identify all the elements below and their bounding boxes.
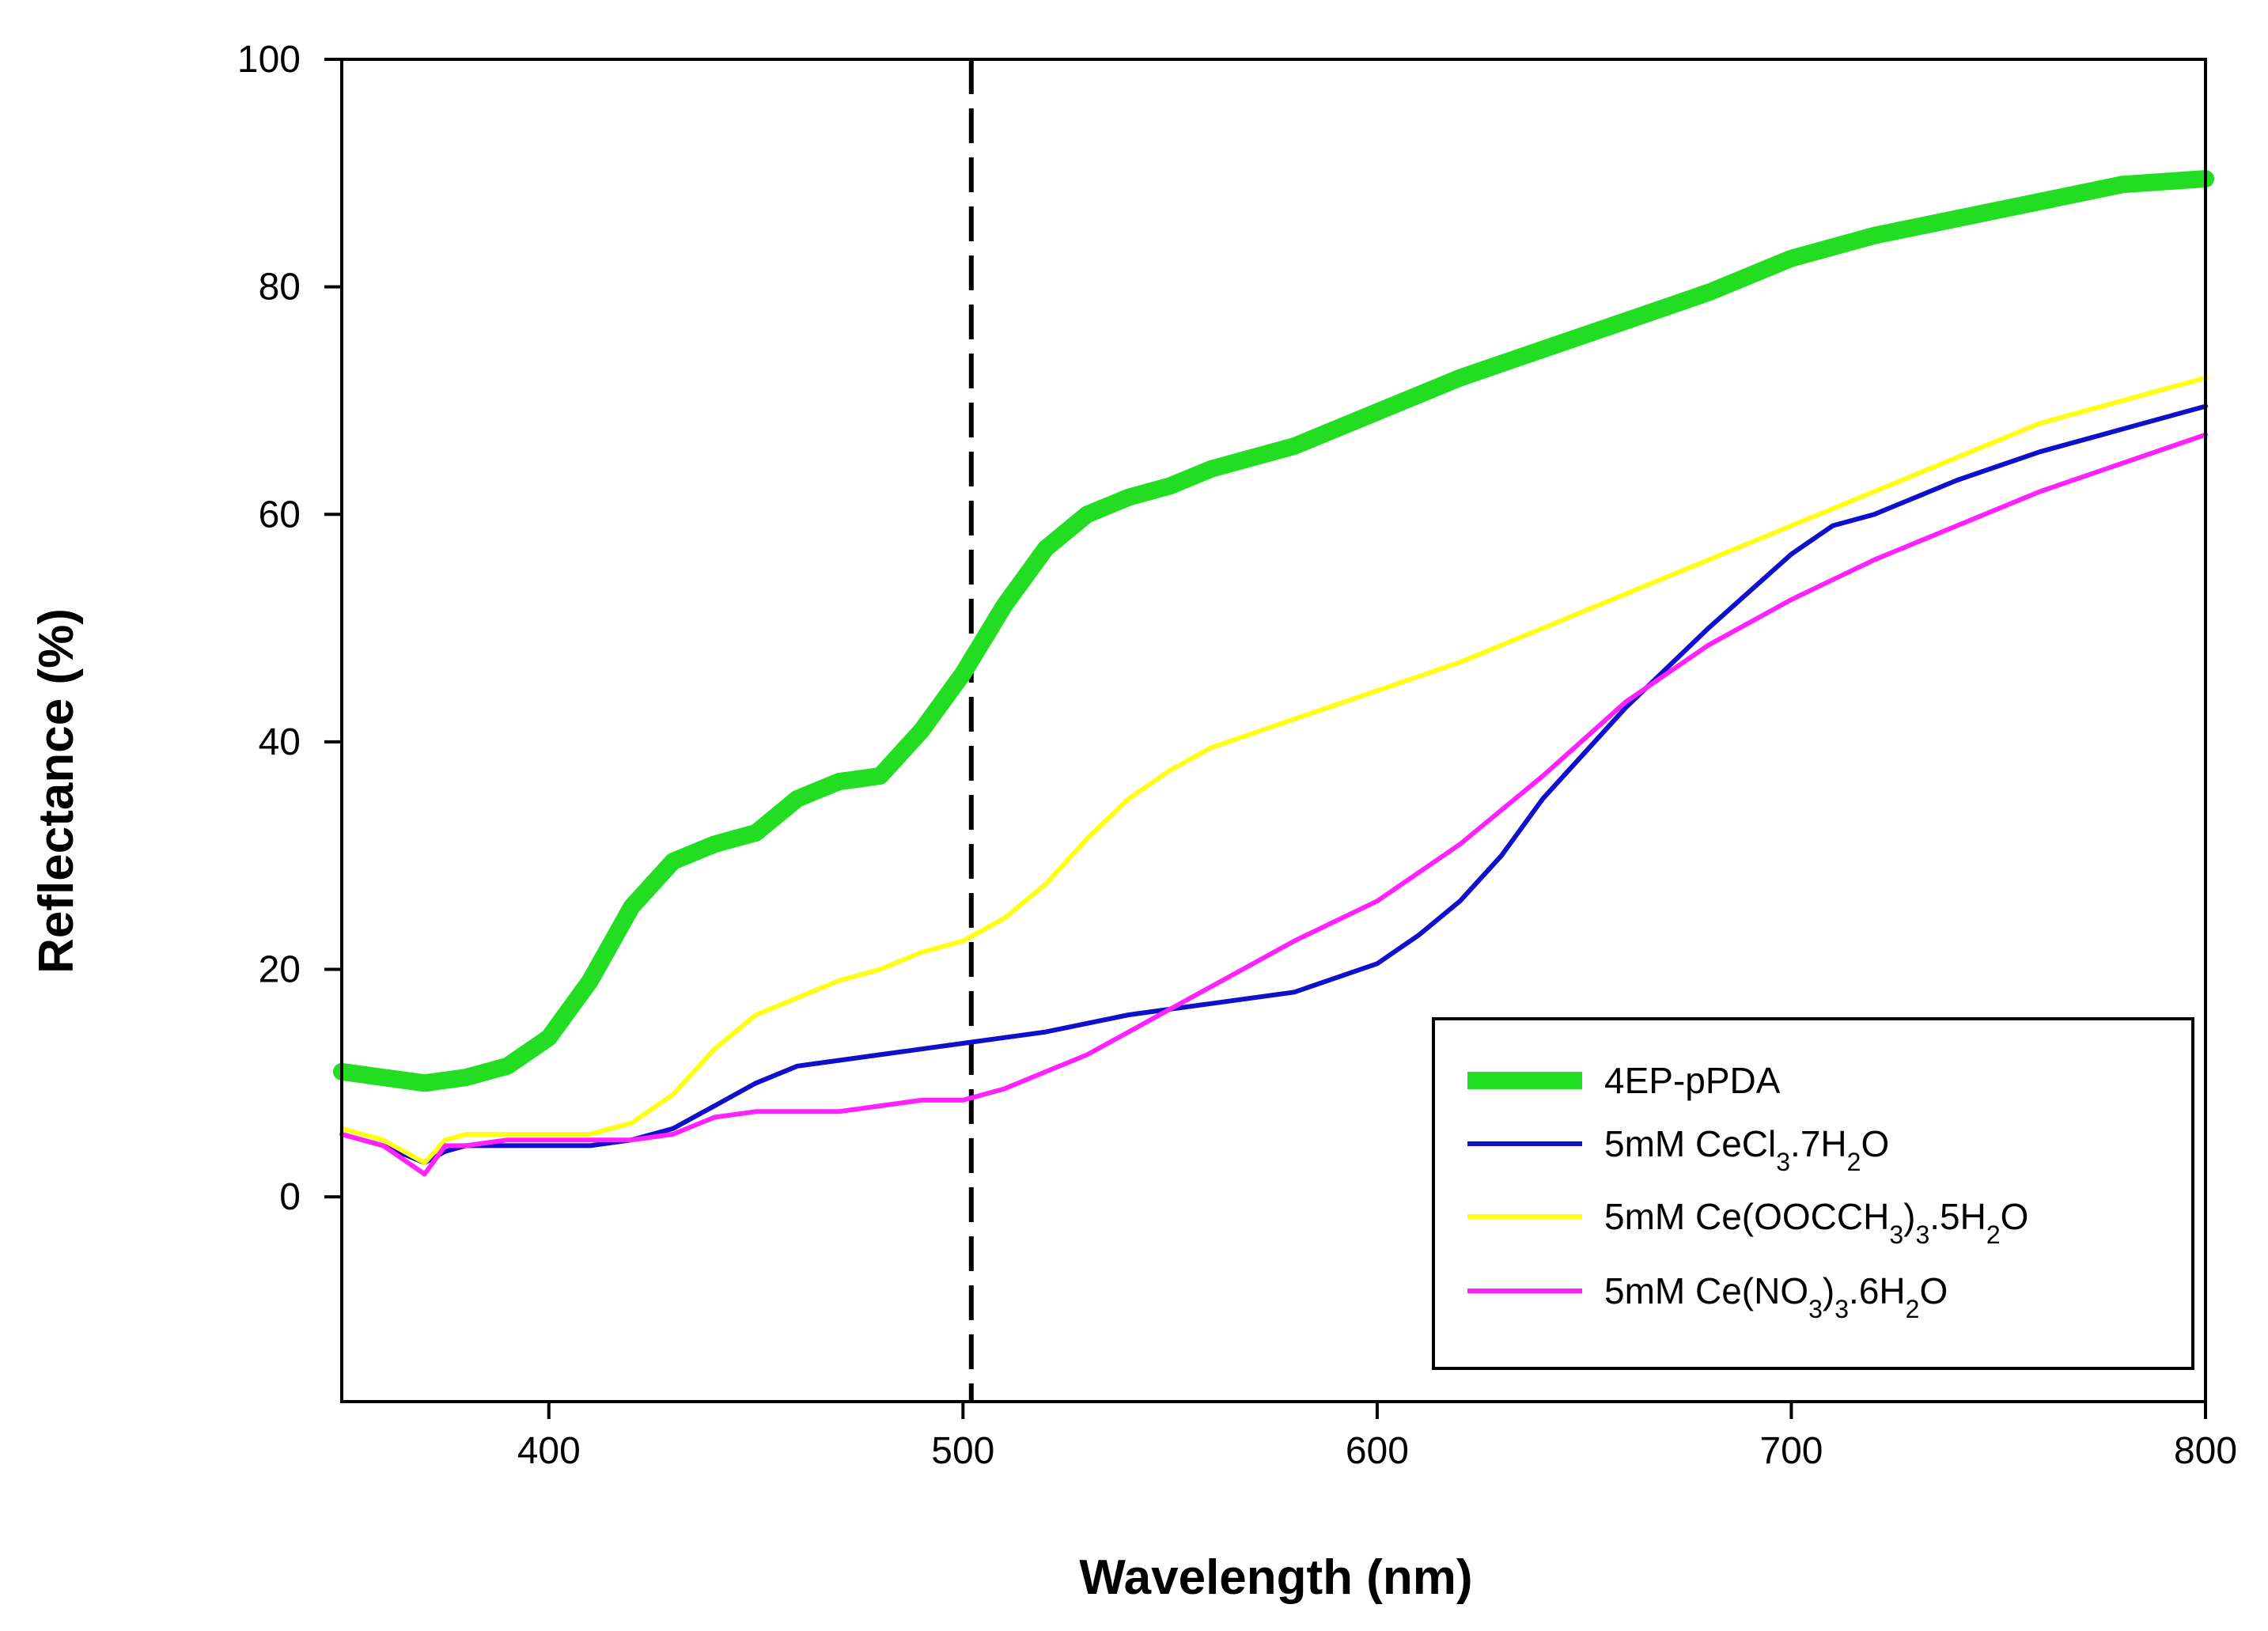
- y-tick-label: 80: [259, 267, 301, 308]
- x-tick-label: 600: [1346, 1430, 1409, 1472]
- series-line-1: [333, 170, 2214, 1092]
- legend-label-2: 5mM CeCl3.7H2O: [1604, 1123, 1889, 1176]
- y-tick-label: 60: [259, 494, 301, 535]
- y-tick-label: 0: [279, 1176, 301, 1218]
- legend-label-3: 5mM Ce(OOCCH3)3.5H2O: [1604, 1196, 2028, 1249]
- x-tick-label: 800: [2174, 1430, 2237, 1472]
- y-tick-label: 100: [237, 39, 301, 81]
- y-tick-label: 20: [259, 949, 301, 991]
- series-line-2: [339, 403, 2208, 1165]
- legend-label-1: 4EP-pPDA: [1604, 1060, 1781, 1101]
- y-tick-label: 40: [259, 721, 301, 763]
- legend-label-4: 5mM Ce(NO3)3.6H2O: [1604, 1270, 1948, 1323]
- plot-frame: [340, 58, 2207, 1403]
- y-axis-title: Reflectance (%): [29, 608, 84, 974]
- series-line-4: [339, 432, 2208, 1177]
- x-axis-title: Wavelength (nm): [1079, 1550, 1472, 1605]
- x-tick-label: 400: [517, 1430, 581, 1472]
- x-tick-label: 500: [931, 1430, 994, 1472]
- x-tick-label: 700: [1759, 1430, 1823, 1472]
- series-line-3: [339, 375, 2208, 1165]
